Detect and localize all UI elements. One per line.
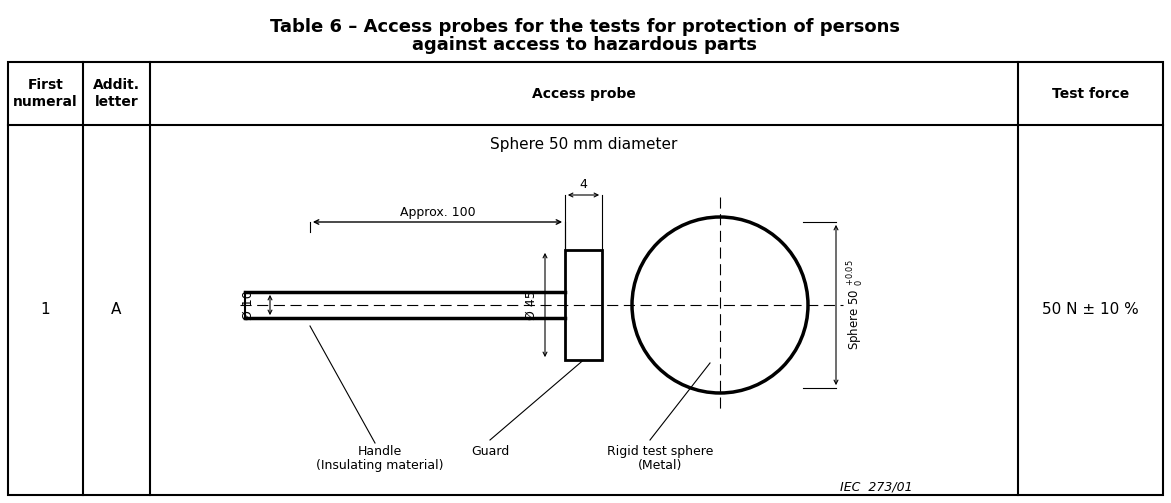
Text: Ø 10: Ø 10 xyxy=(241,290,254,320)
Text: Addit.
letter: Addit. letter xyxy=(93,78,141,109)
Text: Rigid test sphere: Rigid test sphere xyxy=(607,445,713,458)
Text: Handle: Handle xyxy=(358,445,402,458)
Text: 4: 4 xyxy=(580,178,588,191)
Bar xyxy=(8,62,1163,495)
Text: (Insulating material): (Insulating material) xyxy=(316,459,444,472)
Bar xyxy=(564,250,602,360)
Text: Sphere 50 mm diameter: Sphere 50 mm diameter xyxy=(491,137,678,152)
Text: 1: 1 xyxy=(41,302,50,317)
Text: Test force: Test force xyxy=(1052,87,1129,101)
Circle shape xyxy=(632,217,808,393)
Text: Approx. 100: Approx. 100 xyxy=(399,206,475,219)
Text: First
numeral: First numeral xyxy=(13,78,77,109)
Text: (Metal): (Metal) xyxy=(638,459,683,472)
Text: Guard: Guard xyxy=(471,445,509,458)
Text: Table 6 – Access probes for the tests for protection of persons: Table 6 – Access probes for the tests fo… xyxy=(271,18,900,36)
Text: 50 N ± 10 %: 50 N ± 10 % xyxy=(1042,302,1139,317)
Text: Sphere 50 $^{+0.05}_{0}$: Sphere 50 $^{+0.05}_{0}$ xyxy=(845,260,867,350)
Text: IEC  273/01: IEC 273/01 xyxy=(840,480,912,493)
Text: Access probe: Access probe xyxy=(532,87,636,101)
Text: A: A xyxy=(111,302,122,317)
Text: against access to hazardous parts: against access to hazardous parts xyxy=(412,36,758,54)
Bar xyxy=(245,292,564,318)
Text: Ø 45: Ø 45 xyxy=(525,290,537,320)
